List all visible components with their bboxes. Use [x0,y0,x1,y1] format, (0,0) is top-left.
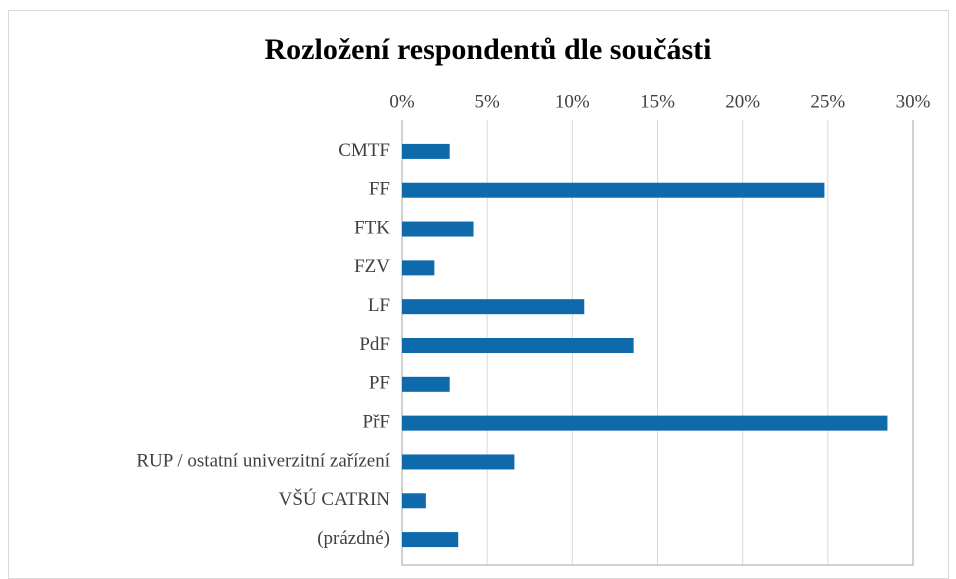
bar [402,221,474,237]
bar [402,299,585,315]
bar [402,182,825,198]
bar [402,415,888,431]
y-tick-label: PdF [359,334,390,355]
bar [402,532,459,548]
x-tick-label: 15% [640,91,675,112]
chart-border [8,10,949,579]
y-tick-label: FF [369,179,390,200]
y-tick-label: LF [368,295,390,316]
x-tick-label: 25% [810,91,845,112]
y-tick-label: PF [369,373,390,394]
y-tick-label: FTK [354,217,390,238]
x-tick-label: 10% [555,91,590,112]
y-tick-label: VŠÚ CATRIN [279,488,391,510]
x-tick-label: 5% [475,91,501,112]
bar [402,493,426,509]
bar [402,143,450,159]
y-tick-label: RUP / ostatní univerzitní zařízení [136,450,390,471]
y-tick-label: PřF [363,411,390,432]
chart-title: Rozložení respondentů dle součásti [265,33,712,66]
bar [402,454,515,470]
x-tick-label: 0% [389,91,415,112]
y-tick-label: CMTF [338,140,390,161]
x-tick-label: 20% [725,91,760,112]
bar [402,260,435,276]
bar [402,338,634,353]
y-tick-label: FZV [354,256,390,277]
bar [402,376,450,392]
x-tick-label: 30% [896,91,931,112]
y-tick-label: (prázdné) [317,528,390,549]
